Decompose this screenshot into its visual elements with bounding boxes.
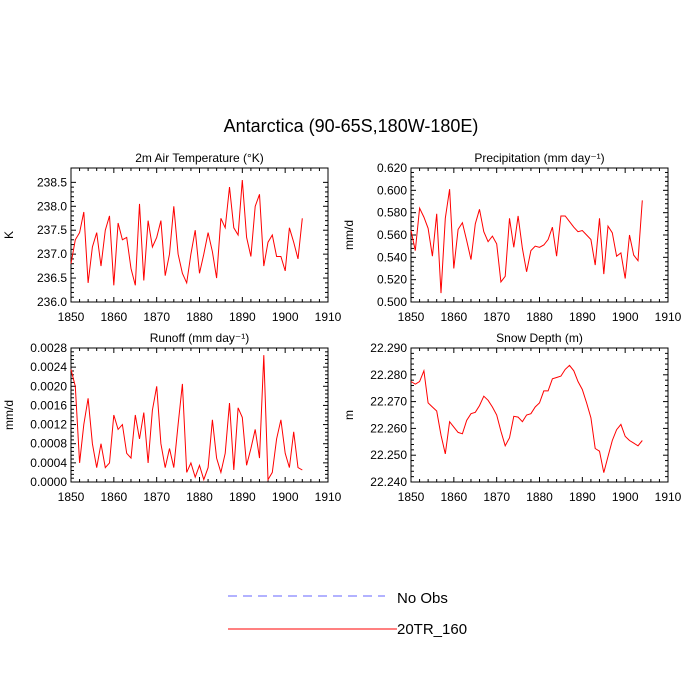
x-tick-label: 1870 [483,310,510,324]
x-tick-label: 1860 [100,310,127,324]
y-axis-label: mm/d [2,400,16,430]
y-tick-label: 0.540 [377,250,407,264]
panel-precipitation: 1850 1860 1870 1880 1890 1900 1910 0.500 0.520 0.… [342,151,682,324]
figure-title: Antarctica (90-65S,180W-180E) [224,116,479,136]
panel-runoff: 1850 1860 1870 1880 1890 1900 1910 0.0000 0.0004… [2,331,342,504]
x-tick-label: 1890 [569,310,596,324]
y-tick-label: 237.5 [37,223,67,237]
panel-title: Runoff (mm day⁻¹) [150,331,249,345]
panel-title: 2m Air Temperature (°K) [135,151,264,165]
y-tick-label: 0.0016 [30,398,67,412]
y-tick-label: 238.0 [37,199,67,213]
x-tick-label: 1890 [229,490,256,504]
legend-20tr-label: 20TR_160 [397,621,467,638]
x-tick-label: 1850 [398,310,425,324]
plot-frame [70,167,329,303]
x-tick-label: 1890 [569,490,596,504]
y-axis-label: m [342,410,356,420]
x-tick-label: 1910 [315,310,342,324]
y-tick-label: 0.560 [377,228,407,242]
y-tick-label: 22.260 [370,421,407,435]
series-line [70,355,303,482]
x-tick-label: 1860 [100,490,127,504]
legend-no-obs-label: No Obs [397,590,448,607]
plot-frame [410,347,669,483]
x-tick-label: 1860 [440,310,467,324]
y-tick-label: 0.0000 [30,475,67,489]
y-tick-label: 238.5 [37,175,67,189]
x-tick-label: 1880 [186,490,213,504]
y-tick-label: 0.0028 [30,341,67,355]
y-tick-label: 0.600 [377,183,407,197]
y-tick-label: 0.620 [377,161,407,175]
y-tick-label: 0.580 [377,206,407,220]
y-tick-label: 0.520 [377,273,407,287]
y-tick-label: 22.270 [370,395,407,409]
x-tick-label: 1910 [655,490,682,504]
x-tick-label: 1850 [398,490,425,504]
x-tick-label: 1910 [655,310,682,324]
x-tick-label: 1870 [143,490,170,504]
panel-snow-depth: 1850 1860 1870 1880 1890 1900 1910 22.240 22.250… [342,331,682,504]
x-tick-label: 1880 [526,490,553,504]
y-tick-label: 0.0020 [30,379,67,393]
y-tick-label: 236.0 [37,295,67,309]
x-tick-label: 1850 [58,490,85,504]
y-tick-label: 237.0 [37,247,67,261]
y-tick-label: 0.0004 [30,456,67,470]
x-tick-label: 1900 [612,310,639,324]
x-tick-label: 1910 [315,490,342,504]
y-tick-label: 22.250 [370,448,407,462]
x-tick-label: 1880 [526,310,553,324]
y-tick-label: 22.240 [370,475,407,489]
y-tick-label: 22.280 [370,368,407,382]
x-tick-label: 1850 [58,310,85,324]
series-line [410,189,643,294]
x-tick-label: 1870 [483,490,510,504]
legend: No Obs 20TR_160 [228,590,467,638]
y-tick-label: 0.0012 [30,418,67,432]
x-tick-label: 1890 [229,310,256,324]
panel-air-temperature: 1850 1860 1870 1880 1890 1900 1910 236.0 236.5 23… [2,151,342,324]
y-tick-label: 0.0008 [30,437,67,451]
y-tick-label: 22.290 [370,341,407,355]
x-tick-label: 1870 [143,310,170,324]
x-tick-label: 1900 [272,490,299,504]
series-line [410,364,643,473]
x-tick-label: 1900 [612,490,639,504]
series-line [70,179,303,286]
y-axis-label: mm/d [342,220,356,250]
x-tick-label: 1860 [440,490,467,504]
y-tick-label: 0.500 [377,295,407,309]
panel-title: Precipitation (mm day⁻¹) [474,151,604,165]
y-tick-label: 236.5 [37,271,67,285]
panel-title: Snow Depth (m) [496,331,583,345]
y-tick-label: 0.0024 [30,360,67,374]
y-axis-label: K [2,231,16,239]
x-tick-label: 1900 [272,310,299,324]
x-tick-label: 1880 [186,310,213,324]
